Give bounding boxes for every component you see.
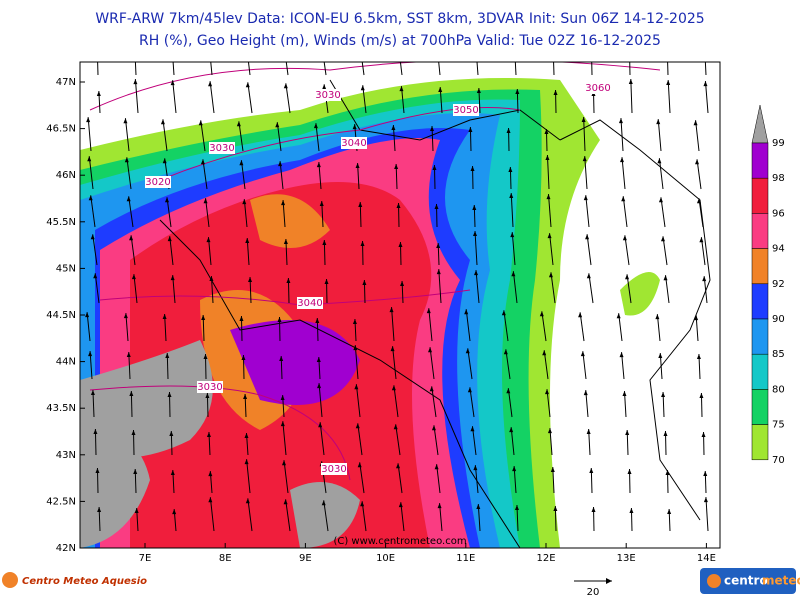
lon-label: 13E bbox=[617, 553, 636, 564]
contour-label: 3040 bbox=[341, 138, 366, 149]
lat-label: 42.5N bbox=[46, 496, 76, 507]
contour-label: 3060 bbox=[585, 83, 610, 94]
lat-label: 44N bbox=[56, 357, 76, 368]
contour-label: 3040 bbox=[297, 298, 322, 309]
header-line1: WRF-ARW 7km/45lev Data: ICON-EU 6.5km, S… bbox=[95, 11, 704, 27]
lon-label: 10E bbox=[376, 553, 395, 564]
header-line2: RH (%), Geo Height (m), Winds (m/s) at 7… bbox=[139, 33, 661, 49]
wind-scale-label: 20 bbox=[587, 587, 600, 598]
logo-right-part2: meteo bbox=[762, 574, 800, 588]
logo-left: Centro Meteo Aquesio bbox=[22, 576, 147, 587]
lat-label: 42N bbox=[56, 543, 76, 554]
contour-label: 3030 bbox=[209, 143, 234, 154]
contour-label: 3050 bbox=[453, 105, 478, 116]
contour-label: 3030 bbox=[197, 382, 222, 393]
colorbar-label: 92 bbox=[772, 279, 785, 290]
colorbar-segment bbox=[752, 213, 768, 248]
colorbar-label: 98 bbox=[772, 173, 785, 184]
lon-label: 11E bbox=[456, 553, 475, 564]
colorbar-segment bbox=[752, 319, 768, 354]
contour-label: 3020 bbox=[145, 177, 170, 188]
logo-right-icon bbox=[707, 574, 721, 588]
lat-label: 44.5N bbox=[46, 310, 76, 321]
lat-label: 45.5N bbox=[46, 217, 76, 228]
colorbar-label: 96 bbox=[772, 208, 785, 219]
contour-label: 3030 bbox=[321, 464, 346, 475]
lon-label: 8E bbox=[219, 553, 232, 564]
colorbar-segment bbox=[752, 143, 768, 178]
colorbar-label: 94 bbox=[772, 244, 785, 255]
colorbar-segment bbox=[752, 249, 768, 284]
colorbar-segment bbox=[752, 389, 768, 424]
colorbar-segment bbox=[752, 284, 768, 319]
lat-label: 43.5N bbox=[46, 403, 76, 414]
lon-label: 9E bbox=[299, 553, 312, 564]
watermark: (C) www.centrometeo.com bbox=[333, 536, 466, 547]
colorbar-label: 90 bbox=[772, 314, 785, 325]
lat-label: 46N bbox=[56, 170, 76, 181]
lat-label: 47N bbox=[56, 77, 76, 88]
lat-label: 46.5N bbox=[46, 124, 76, 135]
colorbar-segment bbox=[752, 354, 768, 389]
colorbar-label: 85 bbox=[772, 349, 785, 360]
colorbar-segment bbox=[752, 178, 768, 213]
logo-left-icon bbox=[2, 572, 18, 588]
lon-label: 7E bbox=[139, 553, 152, 564]
colorbar-segment bbox=[752, 425, 768, 460]
lat-label: 43N bbox=[56, 450, 76, 461]
colorbar-label: 70 bbox=[772, 455, 785, 466]
lon-label: 12E bbox=[536, 553, 555, 564]
lat-label: 45N bbox=[56, 263, 76, 274]
contour-label: 3030 bbox=[315, 90, 340, 101]
colorbar-label: 99 bbox=[772, 138, 785, 149]
colorbar-label: 80 bbox=[772, 384, 785, 395]
colorbar-label: 75 bbox=[772, 420, 785, 431]
lon-label: 14E bbox=[697, 553, 716, 564]
